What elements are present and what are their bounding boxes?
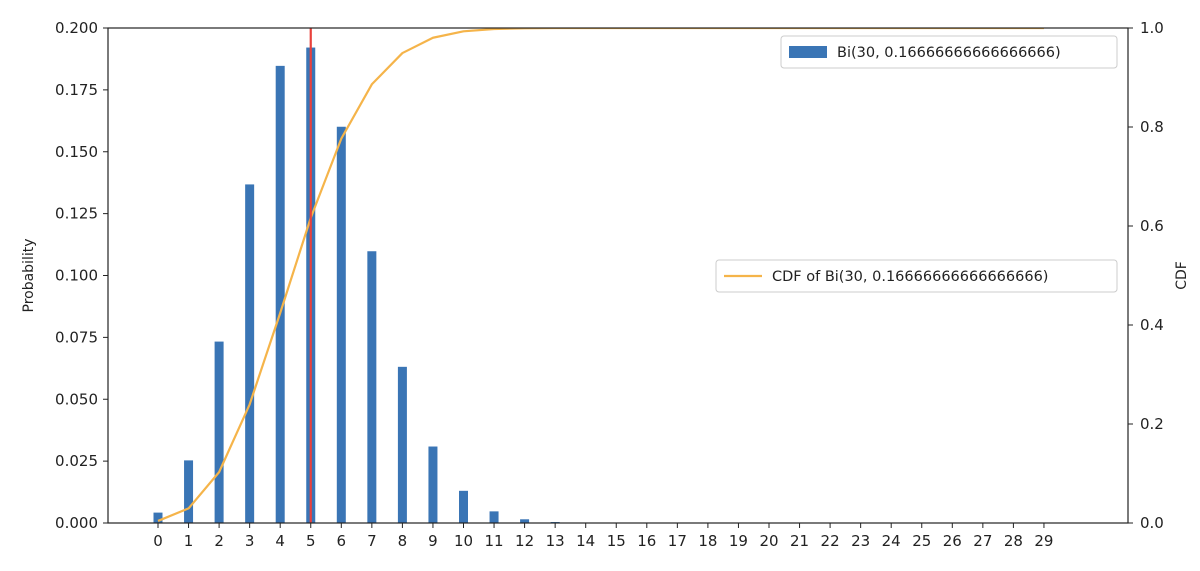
x-tick-label: 16 (637, 532, 656, 550)
legend-cdf-label: CDF of Bi(30, 0.16666666666666666) (772, 269, 1048, 285)
y-tick-label: 0.025 (55, 452, 98, 470)
x-tick-label: 14 (576, 532, 595, 550)
y2-tick-label: 0.2 (1140, 415, 1164, 433)
legend-cdf-box (715, 259, 1118, 293)
x-tick-label: 29 (1034, 532, 1053, 550)
y2-tick-label: 0.4 (1140, 316, 1164, 334)
x-tick-label: 19 (729, 532, 748, 550)
bar-8 (397, 366, 407, 523)
bar-4 (275, 65, 285, 524)
y-tick-label: 0.100 (55, 267, 98, 285)
x-tick-label: 27 (973, 532, 992, 550)
x-tick-label: 5 (306, 532, 316, 550)
bar-6 (336, 126, 346, 523)
y-tick-label: 0.000 (55, 514, 98, 532)
x-tick-label: 7 (367, 532, 377, 550)
x-tick-label: 21 (790, 532, 809, 550)
y-tick-label: 0.200 (55, 19, 98, 37)
axes: 0 1 2 3 4 5 6 7 8 9 10 11 12 13 14 15 16 17 18 19 20 21 22 23 24… (55, 19, 1164, 550)
bar-0 (153, 512, 163, 523)
y-tick-label: 0.125 (55, 205, 98, 223)
x-tick-label: 13 (546, 532, 565, 550)
cdf-line (157, 28, 1044, 522)
x-tick-label: 18 (698, 532, 717, 550)
x-tick-label: 12 (515, 532, 534, 550)
bar-2 (214, 341, 224, 523)
y-axis-label: Probability (21, 238, 37, 312)
bar-7 (367, 251, 377, 523)
legend-pmf-label: Bi(30, 0.16666666666666666) (837, 45, 1061, 61)
x-tick-label: 15 (607, 532, 626, 550)
y2-tick-label: 0.8 (1140, 118, 1164, 136)
bar-3 (245, 184, 255, 524)
bar-1 (184, 460, 194, 523)
y-tick-label: 0.175 (55, 81, 98, 99)
legend-cdf: CDF of Bi(30, 0.16666666666666666) (715, 259, 1118, 293)
bar-12 (520, 519, 530, 523)
x-tick-label: 20 (759, 532, 778, 550)
x-tick-label: 26 (943, 532, 962, 550)
x-tick-label: 23 (851, 532, 870, 550)
x-tick-label: 25 (912, 532, 931, 550)
y2-tick-label: 0.0 (1140, 514, 1164, 532)
legend-pmf: Bi(30, 0.16666666666666666) (780, 35, 1118, 69)
x-tick-label: 24 (882, 532, 901, 550)
legend-pmf-swatch (789, 46, 827, 58)
x-tick-label: 28 (1004, 532, 1023, 550)
y2-tick-label: 0.6 (1140, 217, 1164, 235)
y2-tick-label: 1.0 (1140, 19, 1164, 37)
x-tick-label: 22 (821, 532, 840, 550)
x-tick-label: 4 (275, 532, 285, 550)
y2-axis-label-group: CDF (1174, 261, 1190, 290)
x-tick-label: 11 (485, 532, 504, 550)
y-axis-label-group: Probability (21, 238, 37, 312)
bar-9 (428, 446, 438, 523)
legend-pmf-box (780, 35, 1118, 69)
x-tick-label: 0 (153, 532, 163, 550)
y-tick-label: 0.150 (55, 143, 98, 161)
bar-10 (459, 490, 468, 523)
y-tick-label: 0.075 (55, 328, 98, 346)
x-tick-label: 8 (398, 532, 408, 550)
x-tick-label: 10 (454, 532, 473, 550)
x-tick-label: 1 (184, 532, 194, 550)
x-tick-label: 17 (668, 532, 687, 550)
x-tick-label: 2 (214, 532, 224, 550)
x-tick-label: 3 (245, 532, 255, 550)
y2-axis-label: CDF (1174, 261, 1190, 290)
y-tick-label: 0.050 (55, 390, 98, 408)
bar-11 (489, 511, 499, 523)
x-tick-label: 9 (428, 532, 438, 550)
x-tick-label: 6 (337, 532, 347, 550)
